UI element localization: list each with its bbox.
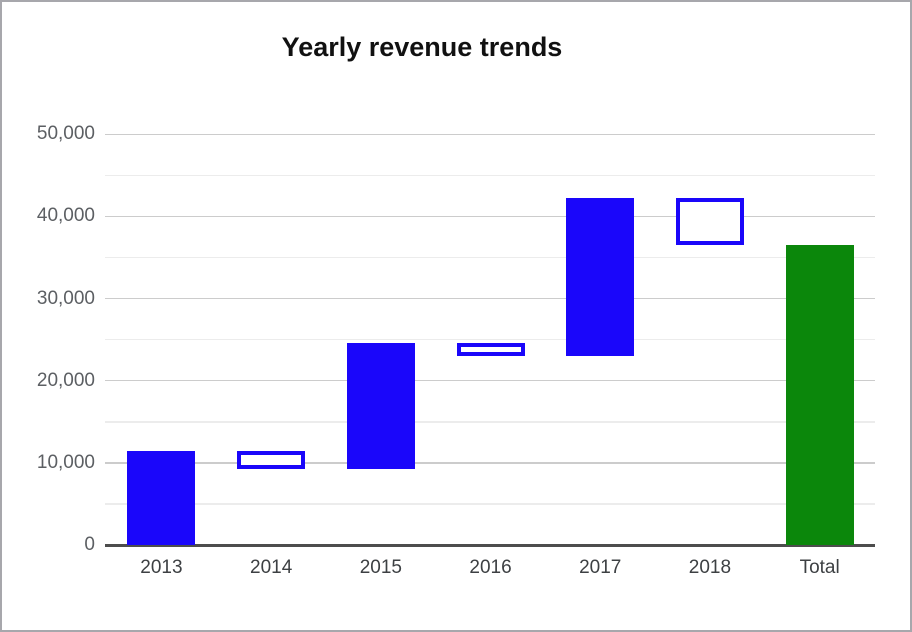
minor-gridline [105, 256, 875, 259]
x-axis-label-2017: 2017 [579, 557, 622, 578]
y-tick-label: 50,000 [36, 123, 95, 145]
bar-2015[interactable] [346, 342, 415, 469]
bar-2016[interactable] [456, 342, 525, 357]
minor-gridline [105, 503, 875, 505]
bar-2013[interactable] [127, 451, 196, 545]
bar-2014[interactable] [237, 451, 306, 469]
x-axis-label-2015: 2015 [359, 557, 402, 578]
x-axis-label-total: Total [799, 557, 840, 578]
y-tick-label: 10,000 [36, 451, 95, 473]
x-axis-label-2014: 2014 [250, 557, 293, 578]
major-gridline [105, 133, 875, 135]
bar-2018[interactable] [675, 197, 744, 246]
major-gridline [105, 215, 875, 218]
x-axis-label-2018: 2018 [688, 557, 732, 578]
minor-gridline [105, 174, 875, 177]
major-gridline [105, 297, 875, 300]
bar-total[interactable] [785, 245, 854, 545]
chart-title: Yearly revenue trends [281, 32, 563, 62]
x-axis-label-2016: 2016 [469, 557, 512, 578]
x-axis-label-2013: 2013 [140, 557, 183, 578]
y-tick-label: 40,000 [36, 205, 95, 227]
y-tick-label: 30,000 [36, 287, 95, 309]
y-tick-label: 20,000 [36, 369, 95, 391]
x-axis-baseline [105, 544, 875, 547]
y-tick-label: 0 [84, 534, 95, 555]
minor-gridline [105, 338, 875, 341]
major-gridline [105, 379, 875, 382]
major-gridline [105, 462, 875, 464]
minor-gridline [105, 421, 875, 423]
bar-2017[interactable] [566, 197, 635, 357]
